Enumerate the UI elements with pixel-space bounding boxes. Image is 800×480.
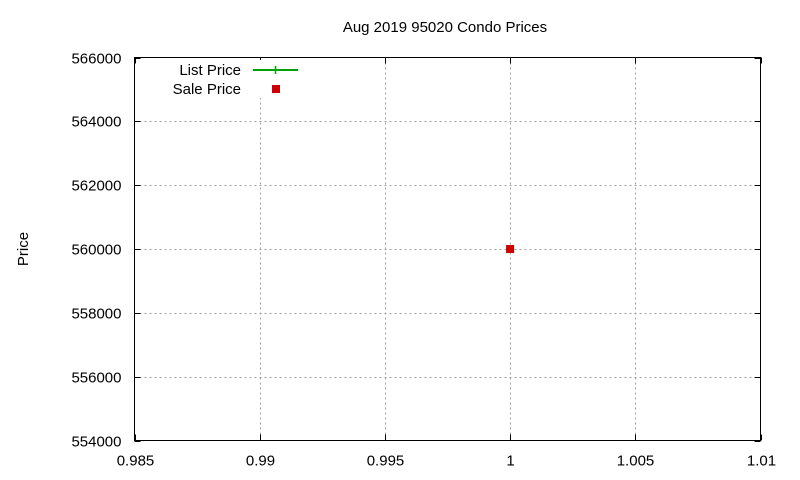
data-points — [506, 245, 515, 253]
legend-label: List Price — [179, 62, 241, 79]
x-tick-label: 0.99 — [246, 453, 275, 470]
sale-price-point — [506, 245, 515, 253]
y-tick-label: 562000 — [71, 178, 121, 195]
y-tick-label: 566000 — [71, 51, 121, 68]
y-tick-label: 564000 — [71, 114, 121, 131]
grid-lines — [134, 57, 761, 441]
x-tick-label: 1.01 — [747, 453, 776, 470]
y-tick-label: 554000 — [71, 434, 121, 451]
y-axis-ticks: 554000 556000 558000 560000 562000 564000 5660… — [71, 51, 761, 451]
y-tick-label: 560000 — [71, 242, 121, 259]
y-axis-label: Price — [15, 232, 32, 266]
x-tick-label: 1.005 — [617, 453, 655, 470]
x-tick-label: 0.985 — [117, 453, 155, 470]
y-tick-label: 556000 — [71, 370, 121, 387]
legend: List Price Sale Price — [160, 60, 308, 98]
legend-background — [160, 60, 308, 98]
x-axis-ticks: 0.985 0.99 0.995 1 1.005 1.01 — [117, 57, 776, 470]
plot-frame — [134, 57, 761, 441]
chart-title: Aug 2019 95020 Condo Prices — [343, 19, 547, 36]
y-tick-label: 558000 — [71, 306, 121, 323]
x-tick-label: 1 — [506, 453, 514, 470]
x-tick-label: 0.995 — [367, 453, 405, 470]
legend-label: Sale Price — [173, 81, 241, 98]
square-marker-icon — [272, 85, 280, 93]
